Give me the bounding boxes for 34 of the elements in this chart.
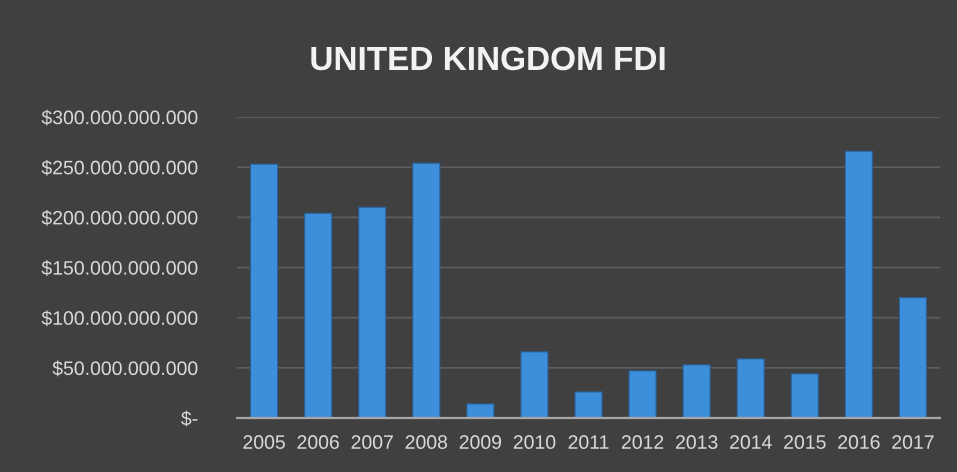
bar [844, 150, 873, 418]
y-tick-label: $50.000.000.000 [52, 360, 198, 376]
x-tick-label: 2008 [406, 435, 448, 449]
y-tick-label: $100.000.000.000 [42, 310, 198, 326]
bar [412, 162, 440, 418]
x-tick-label: 2005 [243, 435, 285, 449]
x-tick-label: 2012 [622, 435, 664, 449]
bar [736, 358, 765, 418]
x-tick-label: 2013 [676, 435, 718, 449]
bar [790, 373, 819, 418]
x-tick-label: 2011 [568, 435, 608, 449]
x-tick-label: 2016 [838, 435, 880, 449]
bar [574, 391, 603, 418]
bar [304, 212, 332, 418]
bar [466, 403, 494, 418]
y-tick-label: $150.000.000.000 [42, 260, 198, 276]
bar [682, 364, 711, 418]
bar [628, 370, 657, 418]
bar [520, 351, 549, 418]
chart-title: UNITED KINGDOM FDI [311, 46, 665, 70]
x-tick-label: 2010 [514, 435, 556, 449]
x-tick-label: 2014 [730, 435, 772, 449]
x-tick-label: 2006 [298, 435, 339, 449]
x-tick-label: 2017 [892, 435, 934, 449]
y-tick-label: $250.000.000.000 [42, 160, 198, 176]
x-tick-label: 2009 [460, 435, 502, 449]
x-tick-label: 2015 [784, 435, 826, 449]
y-tick-label: $200.000.000.000 [42, 210, 198, 226]
y-tick-label: $300.000.000.000 [42, 110, 198, 126]
x-tick-label: 2007 [352, 435, 393, 449]
bar [898, 297, 928, 418]
bar [358, 206, 386, 418]
bar [250, 164, 278, 418]
y-tick-label: $- [181, 410, 198, 426]
